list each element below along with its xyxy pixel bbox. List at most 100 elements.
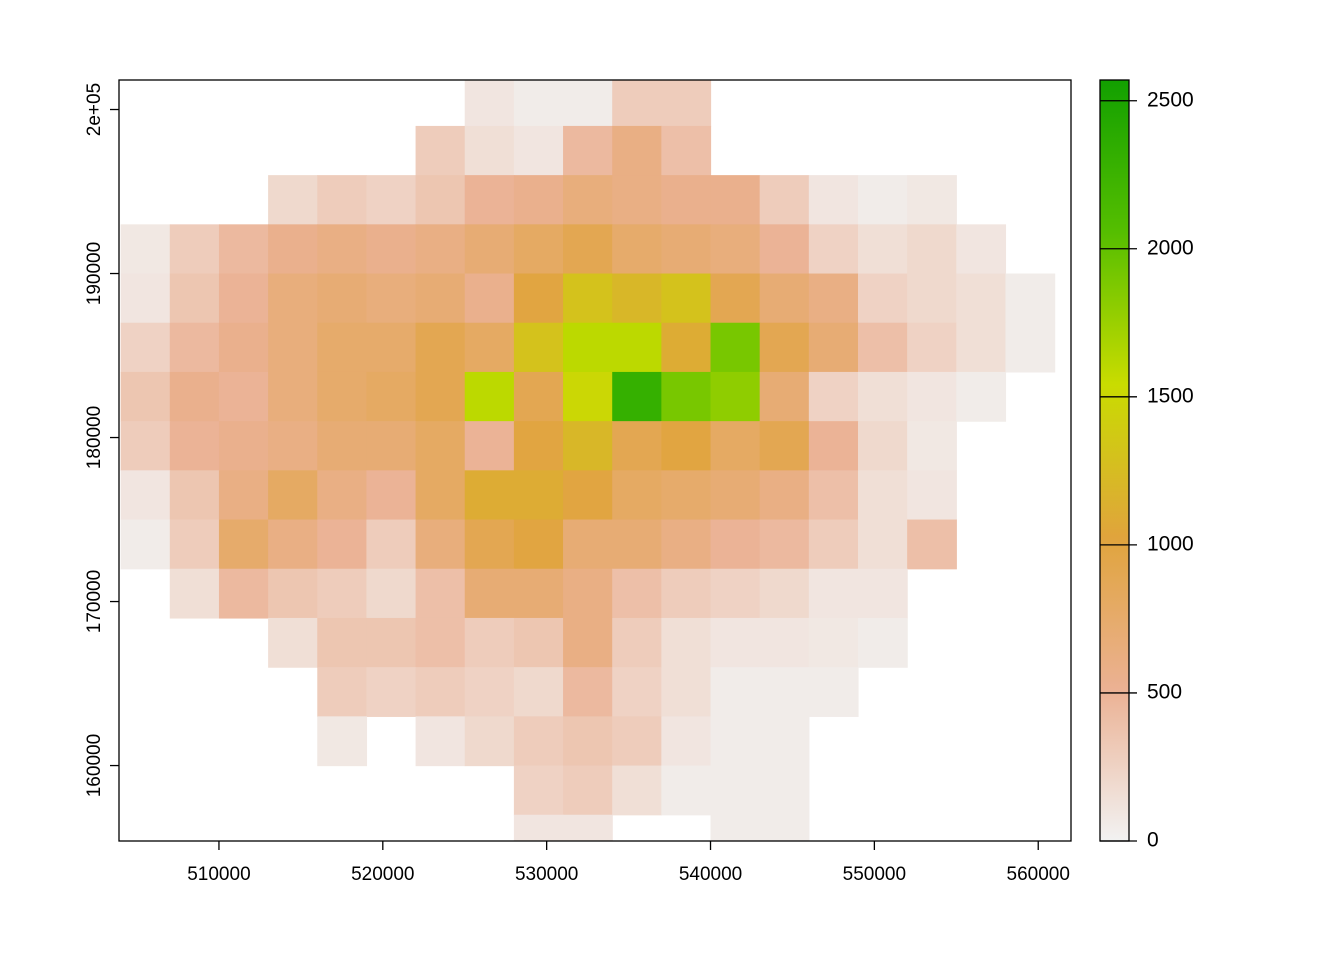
raster-cell (120, 322, 171, 373)
raster-cell (907, 371, 957, 422)
raster-cell (366, 617, 417, 668)
raster-cell (759, 814, 810, 841)
raster-cell (366, 371, 417, 422)
raster-cell (661, 80, 712, 127)
raster-cell (464, 667, 515, 717)
raster-cell (317, 470, 368, 521)
colorbar-tick-label: 1500 (1147, 384, 1194, 407)
raster-cell (563, 273, 613, 324)
raster-cell (218, 273, 269, 324)
raster-cell (563, 716, 613, 767)
raster-cell (513, 716, 564, 767)
raster-cell (661, 519, 712, 570)
raster-cell (661, 371, 712, 422)
raster-cell (268, 371, 318, 422)
raster-cell (1005, 322, 1056, 373)
x-tick-label: 530000 (515, 864, 578, 885)
raster-cell (317, 519, 368, 570)
x-tick-label: 560000 (1007, 864, 1070, 885)
raster-cell (120, 519, 171, 570)
raster-cell (268, 470, 318, 521)
y-tick-label: 2e+05 (84, 83, 105, 136)
colorbar-tick-label: 2000 (1147, 236, 1194, 259)
raster-cell (513, 568, 564, 619)
raster-cell (366, 568, 417, 619)
raster-cell (759, 765, 810, 816)
raster-cell (710, 716, 761, 767)
raster-cell (661, 273, 712, 324)
raster-cell (563, 80, 613, 127)
raster-cell (612, 765, 662, 816)
raster-cell (661, 322, 712, 373)
raster-cell (366, 273, 417, 324)
raster-cell (612, 80, 662, 127)
raster-cell (710, 617, 761, 668)
raster-cell (464, 617, 515, 668)
raster-cell (857, 519, 908, 570)
raster-cell (317, 371, 368, 422)
raster-cell (218, 371, 269, 422)
raster-cell (612, 322, 662, 373)
raster-cell (513, 224, 564, 275)
raster-cell (513, 617, 564, 668)
raster-cell (710, 765, 761, 816)
raster-cell (513, 80, 564, 127)
raster-cell (415, 716, 466, 767)
raster-cell (710, 273, 761, 324)
raster-cell (1005, 273, 1056, 324)
raster-cell (563, 519, 613, 570)
raster-cell (317, 273, 368, 324)
raster-cell (907, 421, 957, 471)
raster-cell (612, 125, 662, 176)
raster-cell (759, 322, 810, 373)
raster-cell (366, 421, 417, 471)
raster-cell (808, 617, 859, 668)
raster-cell (218, 421, 269, 471)
raster-cell (513, 175, 564, 225)
raster-cell (612, 470, 662, 521)
raster-cell (464, 80, 515, 127)
raster-cell (464, 568, 515, 619)
colorbar-tick-label: 1000 (1147, 532, 1194, 555)
raster-cell (218, 322, 269, 373)
raster-cell (563, 617, 613, 668)
raster-cell (464, 322, 515, 373)
raster-cell (513, 421, 564, 471)
raster-cell (612, 421, 662, 471)
raster-cell (169, 371, 220, 422)
raster-cell (120, 371, 171, 422)
raster-cell (513, 470, 564, 521)
raster-cell (759, 470, 810, 521)
raster-cell (120, 470, 171, 521)
raster-cell (563, 765, 613, 816)
raster-cell (612, 273, 662, 324)
raster-cell (563, 667, 613, 717)
raster-cell (808, 175, 859, 225)
raster-cell (464, 371, 515, 422)
raster-cell (759, 716, 810, 767)
x-tick-label: 520000 (351, 864, 414, 885)
raster-cell (907, 470, 957, 521)
raster-cell (268, 175, 318, 225)
raster-cell (661, 667, 712, 717)
raster-cell (464, 519, 515, 570)
raster-cell (464, 175, 515, 225)
raster-cell (857, 224, 908, 275)
raster-cell (415, 175, 466, 225)
raster-cell (612, 519, 662, 570)
raster-cell (415, 125, 466, 176)
raster-cell (661, 421, 712, 471)
raster-cell (415, 470, 466, 521)
raster-cell (563, 470, 613, 521)
raster-cell (710, 224, 761, 275)
raster-cell (415, 224, 466, 275)
raster-cell (808, 470, 859, 521)
raster-cell (857, 371, 908, 422)
raster-cell (907, 175, 957, 225)
raster-cell (464, 125, 515, 176)
raster-cell (808, 224, 859, 275)
raster-cell (513, 667, 564, 717)
raster-cell (513, 765, 564, 816)
raster-cell (415, 371, 466, 422)
